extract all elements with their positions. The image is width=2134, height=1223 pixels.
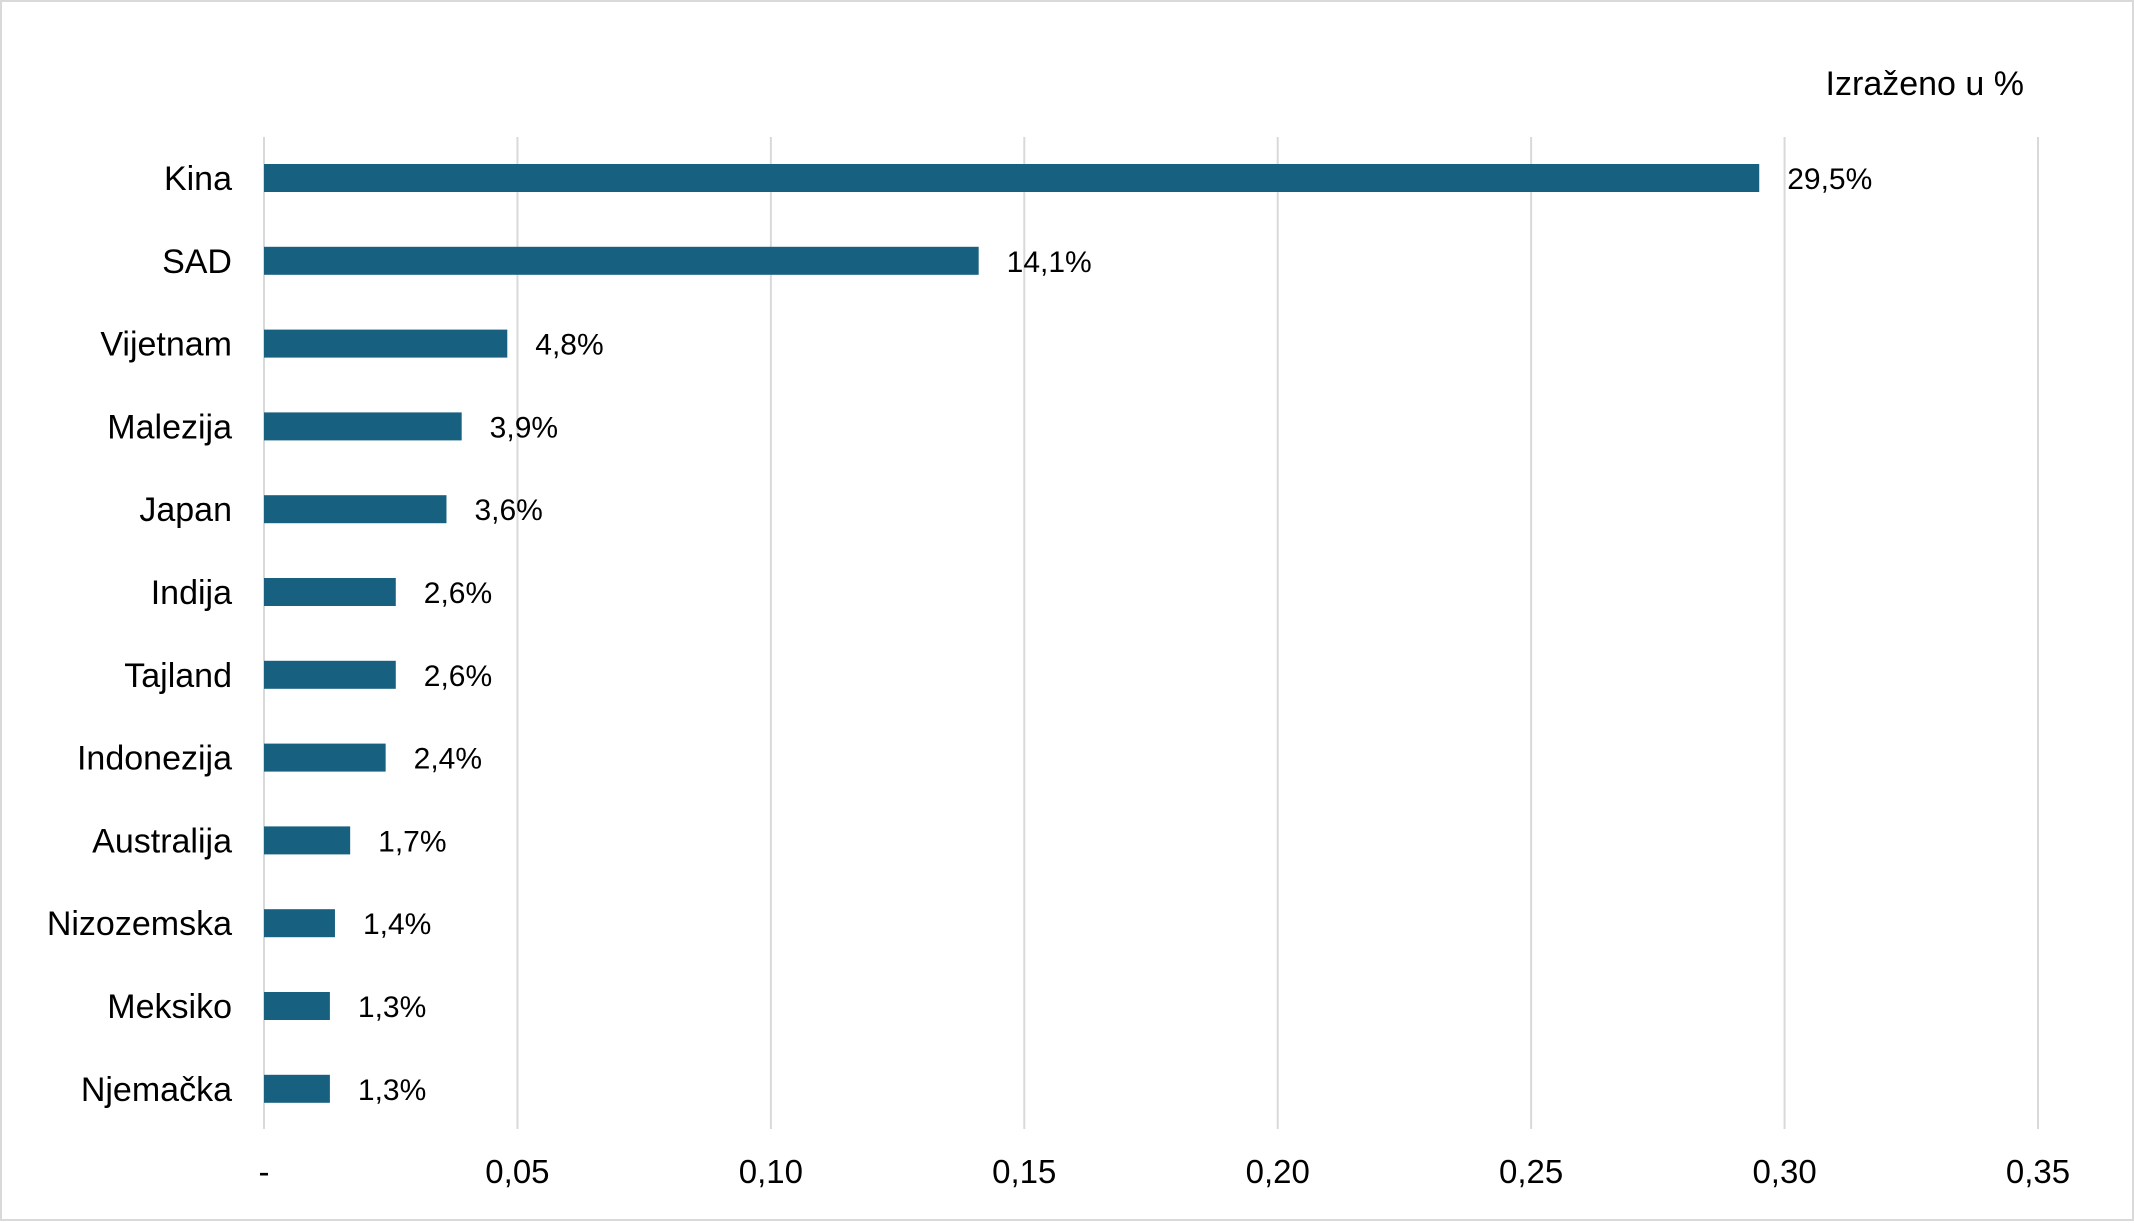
data-label: 1,3% xyxy=(358,991,426,1024)
bar xyxy=(264,412,462,441)
x-tick-label: 0,25 xyxy=(1499,1153,1563,1190)
data-label: 3,6% xyxy=(474,494,542,527)
category-label: Indija xyxy=(151,574,232,612)
category-label: Kina xyxy=(164,160,232,198)
x-tick-label: 0,30 xyxy=(1752,1153,1816,1190)
bar xyxy=(264,826,351,855)
bar xyxy=(264,164,1760,192)
data-label: 2,4% xyxy=(414,743,482,776)
labels: - 0,05 0,10 0,15 0,20 0,25 0,30 0,35 Kina 29,5% SA… xyxy=(47,160,2070,1190)
bar xyxy=(264,495,447,524)
data-label: 1,3% xyxy=(358,1074,426,1107)
gridlines xyxy=(263,137,2039,1129)
data-label: 3,9% xyxy=(490,411,558,444)
data-label: 1,7% xyxy=(378,825,446,858)
category-label: Vijetnam xyxy=(100,326,232,364)
data-label: 2,6% xyxy=(424,577,492,610)
x-tick-label: 0,05 xyxy=(485,1153,549,1190)
data-label: 29,5% xyxy=(1787,163,1872,196)
category-label: Meksiko xyxy=(107,988,232,1026)
bars xyxy=(264,164,1760,1103)
x-tick-label: - xyxy=(259,1153,270,1190)
data-label: 1,4% xyxy=(363,908,431,941)
bar xyxy=(264,578,396,606)
data-label: 4,8% xyxy=(535,329,603,362)
category-label: Indonezija xyxy=(77,740,232,778)
bar xyxy=(264,743,386,772)
category-label: Japan xyxy=(139,491,232,529)
x-tick-label: 0,15 xyxy=(992,1153,1056,1190)
data-label: 14,1% xyxy=(1007,246,1092,279)
category-label: SAD xyxy=(162,243,232,281)
x-tick-label: 0,20 xyxy=(1246,1153,1310,1190)
category-label: Malezija xyxy=(107,408,232,446)
category-label: Nizozemska xyxy=(47,905,232,943)
category-label: Australija xyxy=(92,822,232,860)
bar xyxy=(264,992,330,1020)
bar xyxy=(264,1074,330,1103)
category-label: Njemačka xyxy=(81,1071,232,1109)
bar xyxy=(264,246,979,275)
data-label: 2,6% xyxy=(424,660,492,693)
bar xyxy=(264,329,508,358)
bar xyxy=(264,660,396,689)
unit-note: Izraženo u % xyxy=(1826,65,2024,103)
bar xyxy=(264,909,335,938)
x-tick-label: 0,10 xyxy=(739,1153,803,1190)
category-label: Tajland xyxy=(124,657,232,695)
x-tick-label: 0,35 xyxy=(2006,1153,2070,1190)
